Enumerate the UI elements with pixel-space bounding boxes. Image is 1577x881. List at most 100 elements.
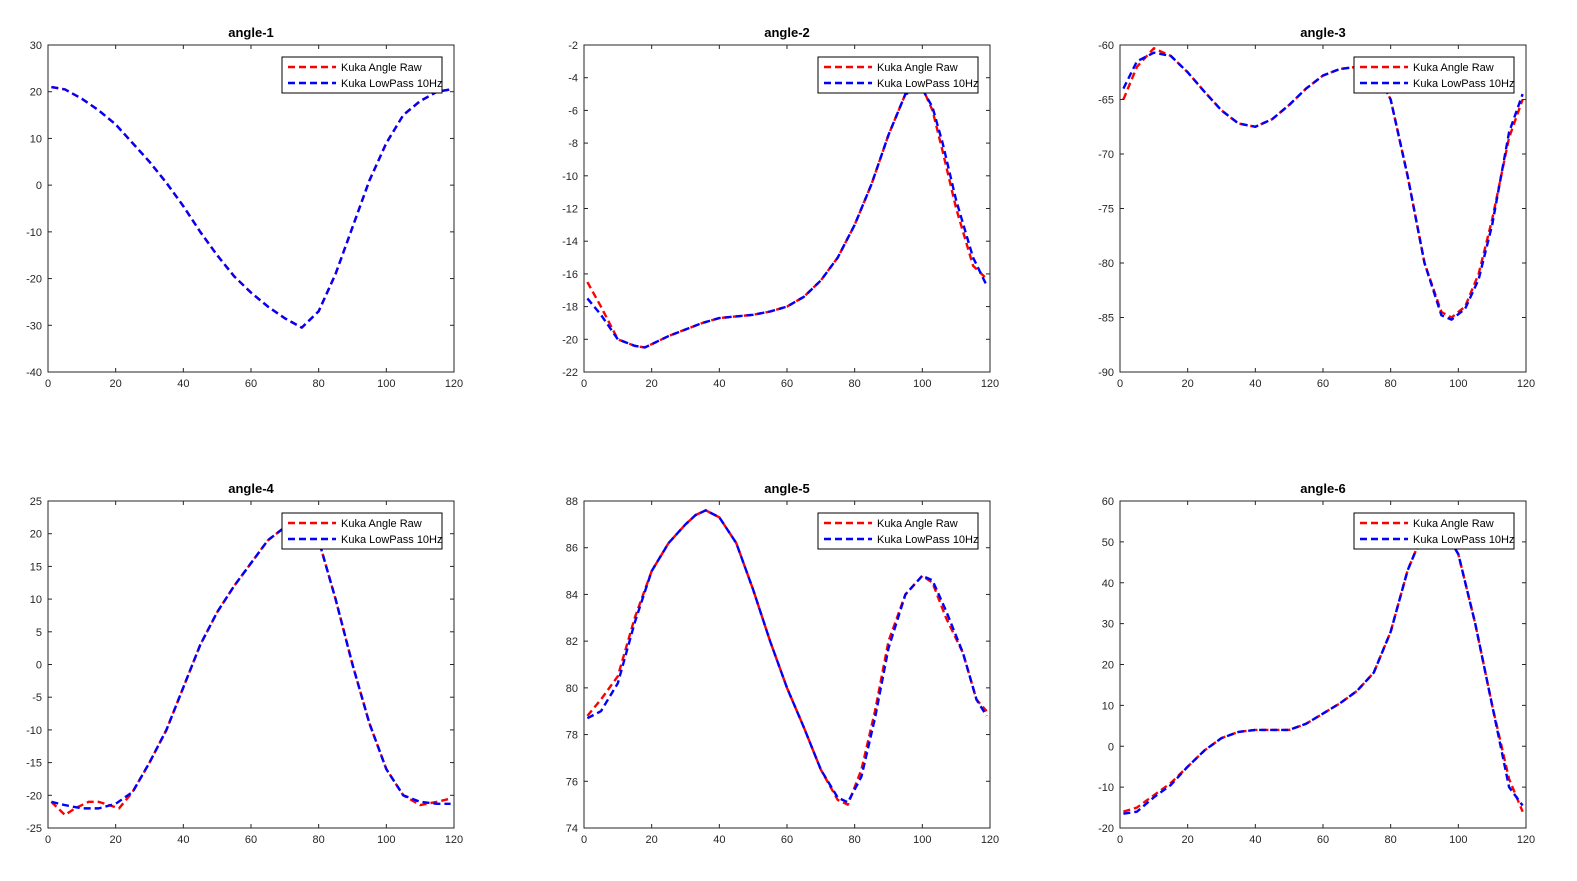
subplot-6: 0 20 40 60 80 100 120 -20 -10 0 10 20 30 40 50 60 angle-… bbox=[1098, 481, 1535, 846]
series-group bbox=[1123, 524, 1524, 815]
y-tick-label: 25 bbox=[30, 496, 42, 508]
y-tick-label: 10 bbox=[30, 594, 42, 606]
x-tick-label: 80 bbox=[313, 378, 325, 390]
series-line-raw bbox=[1122, 47, 1524, 319]
x-tick-label: 80 bbox=[1385, 378, 1397, 390]
subplot-title: angle-6 bbox=[1300, 481, 1346, 496]
series-line-lowpass bbox=[1122, 51, 1524, 321]
subplot-4: 0 20 40 60 80 100 120 -25 -20 -15 -10 -5 0 5 10 15 20 25 a… bbox=[26, 481, 463, 846]
y-tick-label: 84 bbox=[566, 589, 578, 601]
y-tick-label: -40 bbox=[26, 367, 42, 379]
legend-box bbox=[817, 512, 979, 550]
y-tick-label: -15 bbox=[26, 758, 42, 770]
y-tick-label: -2 bbox=[568, 40, 578, 52]
plot-area bbox=[1120, 45, 1526, 372]
x-tick-label: 0 bbox=[1117, 378, 1123, 390]
y-tick-label: 76 bbox=[566, 776, 578, 788]
subplot-2: 0 20 40 60 80 100 120 -22 -20 -18 -16 -14 -12 -10 -8 -6… bbox=[562, 25, 999, 390]
legend-label-raw: Kuka Angle Raw bbox=[877, 62, 958, 74]
x-tick-label: 20 bbox=[110, 834, 122, 846]
legend-label-raw: Kuka Angle Raw bbox=[341, 518, 422, 530]
y-tick-label: 30 bbox=[1102, 619, 1114, 631]
x-tick-label: 120 bbox=[1517, 834, 1535, 846]
series-line-raw bbox=[50, 522, 451, 817]
y-tick-label: 86 bbox=[566, 543, 578, 555]
legend-box bbox=[1353, 56, 1515, 94]
x-tick-label: 60 bbox=[781, 834, 793, 846]
legend-box bbox=[817, 56, 979, 94]
y-tick-label: -10 bbox=[26, 725, 42, 737]
y-tick-label: -20 bbox=[1098, 823, 1114, 835]
x-tick-label: 40 bbox=[713, 378, 725, 390]
y-tick-label: -14 bbox=[562, 236, 578, 248]
y-tick-label: 20 bbox=[30, 87, 42, 99]
y-tick-label: 50 bbox=[1102, 537, 1114, 549]
x-tick-label: 0 bbox=[45, 378, 51, 390]
legend-label-raw: Kuka Angle Raw bbox=[877, 518, 958, 530]
y-tick-label: -8 bbox=[568, 138, 578, 150]
x-tick-label: 0 bbox=[45, 834, 51, 846]
y-tick-label: -20 bbox=[26, 274, 42, 286]
x-tick-label: 60 bbox=[1317, 378, 1329, 390]
x-tick-label: 100 bbox=[377, 834, 395, 846]
y-tick-label: 0 bbox=[36, 660, 42, 672]
x-tick-label: 20 bbox=[1182, 834, 1194, 846]
y-tick-label: -25 bbox=[26, 823, 42, 835]
legend-label-lowpass: Kuka LowPass 10Hz bbox=[1413, 78, 1515, 90]
y-tick-label: -4 bbox=[568, 73, 578, 85]
y-tick-label: 78 bbox=[566, 730, 578, 742]
y-tick-label: 0 bbox=[1108, 741, 1114, 753]
y-tick-label: -85 bbox=[1098, 313, 1114, 325]
y-tick-label: 15 bbox=[30, 561, 42, 573]
x-tick-label: 60 bbox=[245, 378, 257, 390]
plot-area bbox=[48, 501, 454, 828]
y-tick-label: 5 bbox=[36, 627, 42, 639]
legend-label-raw: Kuka Angle Raw bbox=[341, 62, 422, 74]
x-tick-label: 60 bbox=[245, 834, 257, 846]
x-tick-label: 60 bbox=[781, 378, 793, 390]
x-tick-label: 0 bbox=[581, 834, 587, 846]
series-group bbox=[586, 86, 988, 349]
y-tick-label: 20 bbox=[1102, 660, 1114, 672]
subplot-title: angle-3 bbox=[1300, 25, 1346, 40]
legend: Kuka Angle Raw Kuka LowPass 10Hz bbox=[1353, 512, 1515, 550]
y-tick-label: 60 bbox=[1102, 496, 1114, 508]
x-tick-label: 40 bbox=[177, 378, 189, 390]
subplot-5: 0 20 40 60 80 100 120 74 76 78 80 82 84 86 88 angle-5 Ku… bbox=[566, 481, 999, 846]
x-tick-label: 100 bbox=[1449, 378, 1467, 390]
y-tick-label: -22 bbox=[562, 367, 578, 379]
y-tick-label: -10 bbox=[562, 171, 578, 183]
legend-box bbox=[1353, 512, 1515, 550]
x-tick-label: 0 bbox=[1117, 834, 1123, 846]
y-tick-label: 80 bbox=[566, 683, 578, 695]
x-tick-label: 40 bbox=[177, 834, 189, 846]
x-tick-label: 40 bbox=[713, 834, 725, 846]
x-tick-label: 20 bbox=[1182, 378, 1194, 390]
y-tick-label: -10 bbox=[1098, 782, 1114, 794]
series-line-lowpass bbox=[586, 87, 988, 349]
plot-area bbox=[584, 45, 990, 372]
y-tick-label: -70 bbox=[1098, 149, 1114, 161]
y-tick-label: -5 bbox=[32, 692, 42, 704]
series-line-lowpass bbox=[1123, 524, 1524, 815]
y-tick-label: -18 bbox=[562, 302, 578, 314]
y-tick-label: -16 bbox=[562, 269, 578, 281]
x-tick-label: 100 bbox=[377, 378, 395, 390]
subplot-title: angle-1 bbox=[228, 25, 274, 40]
x-tick-label: 120 bbox=[1517, 378, 1535, 390]
y-tick-label: 82 bbox=[566, 636, 578, 648]
x-tick-label: 60 bbox=[1317, 834, 1329, 846]
legend-box bbox=[281, 56, 443, 94]
y-tick-label: -20 bbox=[26, 790, 42, 802]
y-tick-label: 30 bbox=[30, 40, 42, 52]
y-tick-label: 40 bbox=[1102, 578, 1114, 590]
x-tick-label: 80 bbox=[1385, 834, 1397, 846]
series-line-raw bbox=[586, 86, 988, 349]
y-tick-label: -30 bbox=[26, 320, 42, 332]
y-tick-label: 10 bbox=[30, 133, 42, 145]
legend-label-lowpass: Kuka LowPass 10Hz bbox=[1413, 534, 1515, 546]
legend: Kuka Angle Raw Kuka LowPass 10Hz bbox=[281, 56, 443, 94]
x-tick-label: 80 bbox=[849, 834, 861, 846]
subplot-3: 0 20 40 60 80 100 120 -90 -85 -80 -75 -70 -65 -60 angl… bbox=[1098, 25, 1535, 390]
